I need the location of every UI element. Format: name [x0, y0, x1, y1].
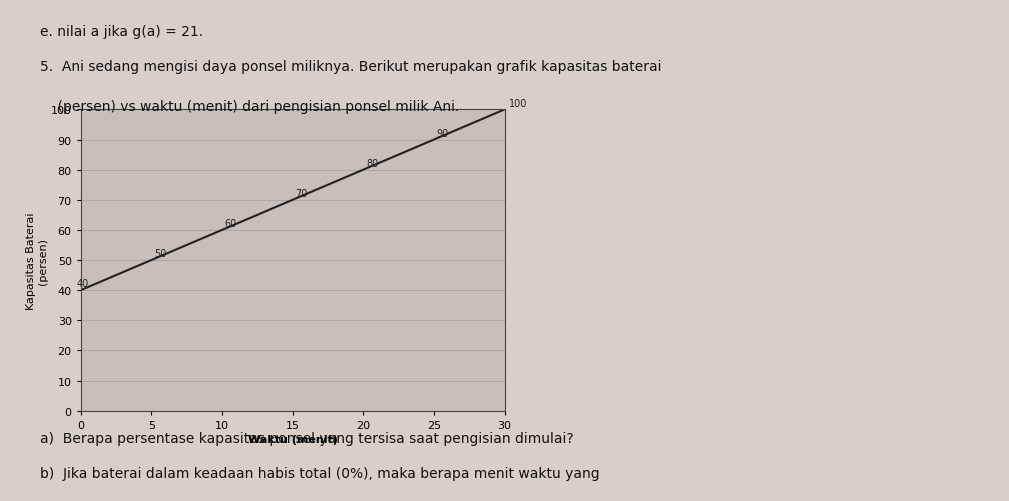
- Text: (persen) vs waktu (menit) dari pengisian ponsel milik Ani.: (persen) vs waktu (menit) dari pengisian…: [40, 100, 460, 114]
- Text: a)  Berapa persentase kapasitas ponsel yang tersisa saat pengisian dimulai?: a) Berapa persentase kapasitas ponsel ya…: [40, 431, 574, 445]
- Text: 40: 40: [77, 278, 89, 288]
- Text: 80: 80: [366, 159, 378, 169]
- Text: 50: 50: [154, 249, 166, 259]
- Text: 60: 60: [225, 219, 237, 229]
- Text: 90: 90: [437, 129, 449, 139]
- Text: 100: 100: [509, 99, 527, 109]
- Text: b)  Jika baterai dalam keadaan habis total (0%), maka berapa menit waktu yang: b) Jika baterai dalam keadaan habis tota…: [40, 466, 600, 480]
- Text: e. nilai a jika g(a) = 21.: e. nilai a jika g(a) = 21.: [40, 25, 204, 39]
- X-axis label: Waktu (menit): Waktu (menit): [247, 434, 338, 444]
- Text: 5.  Ani sedang mengisi daya ponsel miliknya. Berikut merupakan grafik kapasitas : 5. Ani sedang mengisi daya ponsel milikn…: [40, 60, 662, 74]
- Text: 70: 70: [296, 189, 308, 199]
- Y-axis label: Kapasitas Baterai
(persen): Kapasitas Baterai (persen): [26, 212, 47, 309]
